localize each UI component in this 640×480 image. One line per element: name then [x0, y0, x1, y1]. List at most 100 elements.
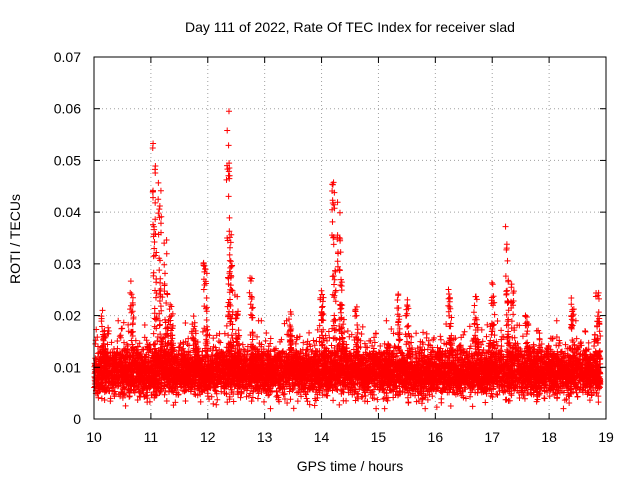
data-point	[394, 392, 401, 399]
data-point	[586, 397, 593, 404]
data-point	[94, 334, 101, 341]
data-point	[498, 327, 505, 334]
data-point	[576, 343, 583, 350]
data-point	[336, 401, 343, 408]
data-point	[494, 391, 501, 398]
data-point	[191, 391, 198, 398]
data-point	[404, 394, 411, 401]
data-point	[466, 323, 473, 330]
data-point	[372, 330, 379, 337]
y-axis-label: ROTI / TECUs	[7, 194, 23, 284]
data-point	[120, 319, 127, 326]
data-point	[483, 333, 490, 340]
data-point	[216, 330, 223, 337]
data-point	[265, 343, 272, 350]
data-point	[134, 343, 141, 350]
data-point	[306, 401, 313, 408]
data-point	[371, 334, 378, 341]
data-point	[230, 398, 237, 405]
data-point	[239, 341, 246, 348]
data-point	[494, 317, 501, 324]
data-point	[98, 395, 105, 402]
data-point	[362, 392, 369, 399]
data-point	[120, 339, 127, 346]
data-point	[482, 399, 489, 406]
data-point	[161, 391, 168, 398]
data-point	[437, 336, 444, 343]
data-point	[115, 317, 122, 324]
data-point	[546, 393, 553, 400]
data-point	[585, 339, 592, 346]
data-point	[486, 340, 493, 347]
data-point	[141, 334, 148, 341]
data-point	[304, 398, 311, 405]
data-point	[467, 393, 474, 400]
data-point	[461, 328, 468, 335]
data-point	[330, 397, 337, 404]
data-point	[294, 398, 301, 405]
data-point	[373, 405, 380, 412]
data-point	[217, 339, 224, 346]
data-point	[316, 322, 323, 329]
data-point	[105, 324, 112, 331]
data-point	[213, 332, 220, 339]
data-point	[204, 393, 211, 400]
data-point	[325, 328, 332, 335]
data-point	[92, 340, 99, 347]
data-point	[562, 341, 569, 348]
data-point	[349, 391, 356, 398]
data-point	[311, 342, 318, 349]
data-point	[412, 349, 419, 356]
data-point	[553, 333, 560, 340]
data-point	[101, 396, 108, 403]
data-point	[313, 338, 320, 345]
data-point	[213, 390, 220, 397]
data-point	[260, 398, 267, 405]
data-point	[566, 399, 573, 406]
data-point	[177, 340, 184, 347]
chart-title: Day 111 of 2022, Rate Of TEC Index for r…	[185, 19, 515, 35]
data-point	[514, 322, 521, 329]
data-point	[361, 340, 368, 347]
data-points	[91, 108, 604, 412]
data-point	[125, 321, 132, 328]
data-point	[508, 392, 515, 399]
data-point	[521, 395, 528, 402]
data-point	[462, 395, 469, 402]
data-point	[267, 335, 274, 342]
data-point	[474, 389, 481, 396]
data-point	[267, 340, 274, 347]
data-point	[437, 333, 444, 340]
data-point	[595, 399, 602, 406]
data-point	[136, 340, 143, 347]
x-axis-label: GPS time / hours	[297, 458, 404, 474]
data-point	[420, 329, 427, 336]
data-point	[422, 405, 429, 412]
data-point	[303, 395, 310, 402]
data-point	[228, 386, 235, 393]
data-point	[424, 396, 431, 403]
data-point	[182, 320, 189, 327]
data-point	[281, 396, 288, 403]
data-point	[287, 396, 294, 403]
data-point	[553, 342, 560, 349]
data-point	[447, 403, 454, 410]
data-point	[469, 403, 476, 410]
data-point	[290, 405, 297, 412]
data-point	[413, 330, 420, 337]
data-point	[351, 388, 358, 395]
data-point	[255, 390, 262, 397]
data-point	[499, 333, 506, 340]
data-point	[263, 330, 270, 337]
data-point	[306, 329, 313, 336]
data-point	[498, 343, 505, 350]
data-point	[516, 395, 523, 402]
data-point	[281, 390, 288, 397]
data-point	[163, 397, 170, 404]
data-point	[595, 393, 602, 400]
data-point	[95, 394, 102, 401]
data-point	[237, 394, 244, 401]
data-point	[443, 320, 450, 327]
data-point	[433, 404, 440, 411]
